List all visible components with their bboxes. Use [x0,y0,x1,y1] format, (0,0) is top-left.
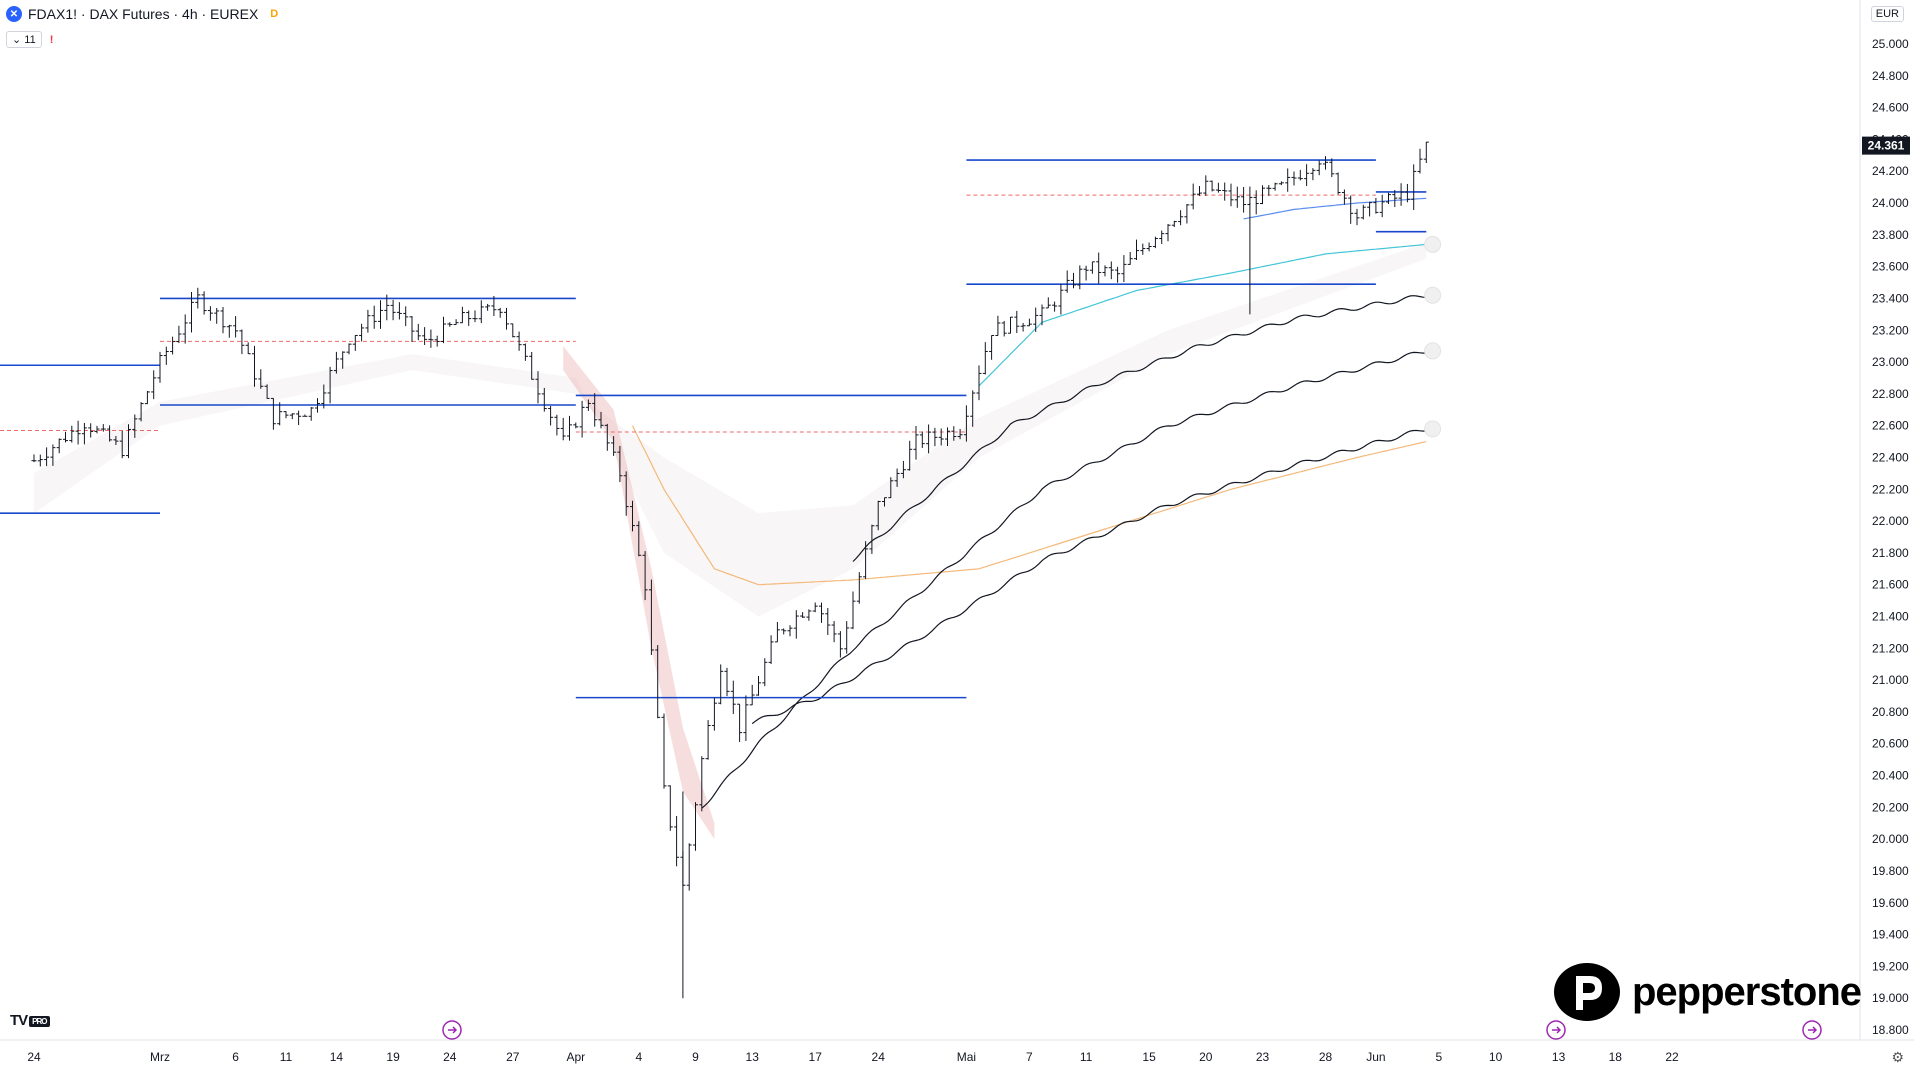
cloud-fill [34,242,1427,617]
line-end-marker [1424,286,1442,304]
y-tick-label: 20.400 [1872,769,1909,783]
x-tick-label: 13 [1552,1050,1566,1064]
tv-text: TV [10,1012,28,1029]
y-tick-label: 22.400 [1872,450,1909,464]
indicator-lines [631,197,1442,809]
indicator-toggle[interactable]: ⌄ 11 [6,31,42,48]
y-tick-label: 21.000 [1872,673,1909,687]
x-tick-label: 13 [746,1050,760,1064]
symbol-title[interactable]: FDAX1! · DAX Futures · 4h · EUREX [28,6,259,22]
y-tick-label: 20.800 [1872,705,1909,719]
cloud-band [34,242,1427,840]
ema-orange-line [631,425,1427,586]
ma-black-3-line [751,429,1427,725]
x-tick-label: 24 [27,1050,41,1064]
warning-icon[interactable]: ! [49,33,54,46]
x-tick-label: 22 [1665,1050,1679,1064]
x-tick-label: 6 [232,1050,239,1064]
support-resistance-levels [0,159,1427,699]
x-tick-label: 7 [1026,1050,1033,1064]
y-tick-label: 23.000 [1872,355,1909,369]
x-tick-label: 19 [386,1050,400,1064]
pepperstone-wordmark: pepperstone [1632,969,1862,1014]
y-tick-label: 22.000 [1872,514,1909,528]
y-tick-label: 22.600 [1872,419,1909,433]
y-tick-label: 19.400 [1872,928,1909,942]
goto-realtime-arrow [1552,1026,1562,1034]
y-tick-label: 24.600 [1872,101,1909,115]
current-price-box [1862,136,1910,155]
x-tick-label: 5 [1436,1050,1443,1064]
ma-black-1-line [852,295,1427,562]
x-tick-label: 24 [443,1050,457,1064]
y-tick-label: 19.200 [1872,959,1909,973]
y-tick-label: 20.200 [1872,800,1909,814]
line-end-marker [1424,342,1442,360]
x-tick-label: 9 [692,1050,699,1064]
y-tick-label: 24.800 [1872,69,1909,83]
x-tick-label: 24 [872,1050,886,1064]
x-tick-label: 28 [1319,1050,1333,1064]
y-tick-label: 22.200 [1872,482,1909,496]
goto-realtime-arrow [448,1026,458,1034]
y-tick-label: 24.000 [1872,196,1909,210]
y-tick-label: 20.000 [1872,832,1909,846]
current-price-label: 24.361 [1868,139,1905,153]
x-tick-label: Jun [1366,1050,1385,1064]
x-tick-label: 15 [1142,1050,1156,1064]
x-tick-label: 14 [330,1050,344,1064]
x-tick-label: Mai [957,1050,976,1064]
y-tick-label: 19.600 [1872,896,1909,910]
line-end-marker [1424,235,1442,253]
y-tick-label: 24.200 [1872,164,1909,178]
price-axis: 25.00024.80024.60024.40024.20024.00023.8… [1862,37,1910,1037]
y-tick-label: 25.000 [1872,37,1909,51]
y-tick-label: 19.000 [1872,991,1909,1005]
tradingview-logo[interactable]: TV PRO [10,1012,50,1029]
time-axis: 24 Mrz 6 11 14 19 24 27 Apr 4 9 13 17 24 Mai 7 11 15 20 23 2… [27,1020,1822,1064]
y-tick-label: 22.800 [1872,387,1909,401]
y-tick-label: 19.800 [1872,864,1909,878]
x-tick-label: Apr [566,1050,585,1064]
ema-blue-line [1243,197,1427,220]
cloud-red [563,346,715,840]
y-tick-label: 18.800 [1872,1023,1909,1037]
ema-cyan-line [978,243,1427,387]
chart-area [0,0,1914,1041]
x-tick-label: 17 [809,1050,823,1064]
x-tick-label: 4 [635,1050,642,1064]
ma-black-2-line [701,351,1427,809]
y-tick-label: 20.600 [1872,737,1909,751]
line-end-marker [1424,420,1442,438]
y-tick-label: 23.600 [1872,260,1909,274]
y-tick-label: 23.400 [1872,291,1909,305]
indicator-row: ⌄ 11 ! [6,31,53,48]
y-tick-label: 21.400 [1872,610,1909,624]
pepperstone-mark-icon [1554,963,1620,1021]
x-tick-label: 23 [1256,1050,1270,1064]
x-tick-label: 10 [1489,1050,1503,1064]
goto-realtime-arrow [1808,1026,1818,1034]
candles [31,141,1429,999]
x-icon: ✕ [6,6,22,22]
x-tick-label: 11 [280,1050,293,1064]
pepperstone-logo: pepperstone [1552,960,1862,1024]
currency-select[interactable]: EUR [1870,6,1904,22]
data-badge: D [270,8,279,20]
x-tick-label: Mrz [150,1050,170,1064]
symbol-header[interactable]: ✕ FDAX1! · DAX Futures · 4h · EUREX D [6,6,278,22]
y-tick-label: 21.200 [1872,641,1909,655]
tv-pro-badge: PRO [29,1015,50,1027]
x-tick-label: 18 [1609,1050,1623,1064]
settings-icon[interactable]: ⚙ [1891,1049,1904,1065]
x-tick-label: 11 [1080,1050,1093,1064]
x-tick-label: 20 [1199,1050,1213,1064]
x-tick-label: 27 [506,1050,520,1064]
y-tick-label: 23.200 [1872,323,1909,337]
y-tick-label: 21.800 [1872,546,1909,560]
y-tick-label: 21.600 [1872,578,1909,592]
y-tick-label: 23.800 [1872,228,1909,242]
